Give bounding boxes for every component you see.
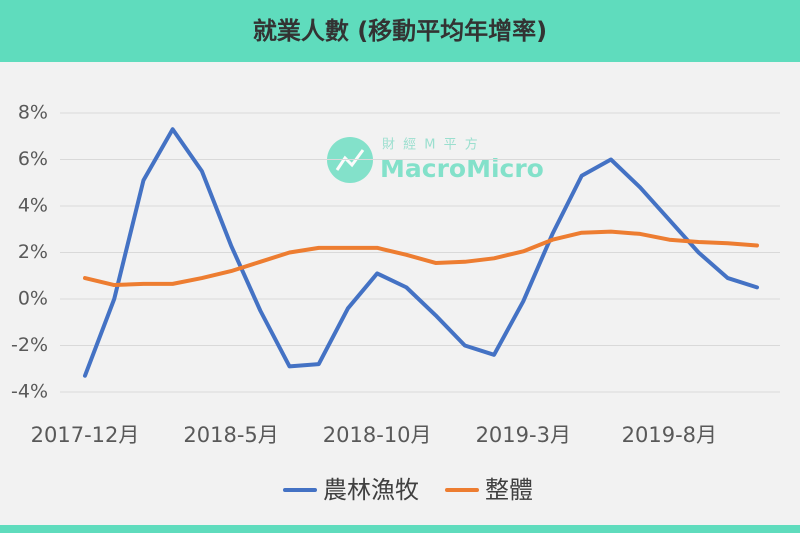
watermark-subtitle: 財 經 M 平 方 xyxy=(382,137,480,153)
y-tick-label: -2% xyxy=(11,334,48,356)
y-tick-label: -4% xyxy=(11,381,48,403)
x-tick-label: 2018-5月 xyxy=(183,423,278,447)
legend-label: 整體 xyxy=(485,476,533,504)
y-tick-label: 0% xyxy=(18,288,48,310)
series-line xyxy=(83,229,759,288)
x-tick-label: 2019-3月 xyxy=(476,423,571,447)
legend-label: 農林漁牧 xyxy=(323,476,419,504)
x-tick-label: 2019-8月 xyxy=(622,423,717,447)
y-tick-label: 4% xyxy=(18,195,48,217)
x-tick-label: 2018-10月 xyxy=(323,423,432,447)
y-tick-label: 2% xyxy=(18,241,48,263)
x-tick-label: 2017-12月 xyxy=(31,423,140,447)
chart-title: 就業人數 (移動平均年增率) xyxy=(253,17,547,45)
watermark-logo-line xyxy=(335,149,365,171)
y-tick-label: 6% xyxy=(18,148,48,170)
series-line xyxy=(83,127,759,378)
y-tick-label: 8% xyxy=(18,102,48,124)
header-band xyxy=(0,0,800,62)
footer-band xyxy=(0,525,800,533)
watermark-brand: MacroMicro xyxy=(380,154,544,183)
